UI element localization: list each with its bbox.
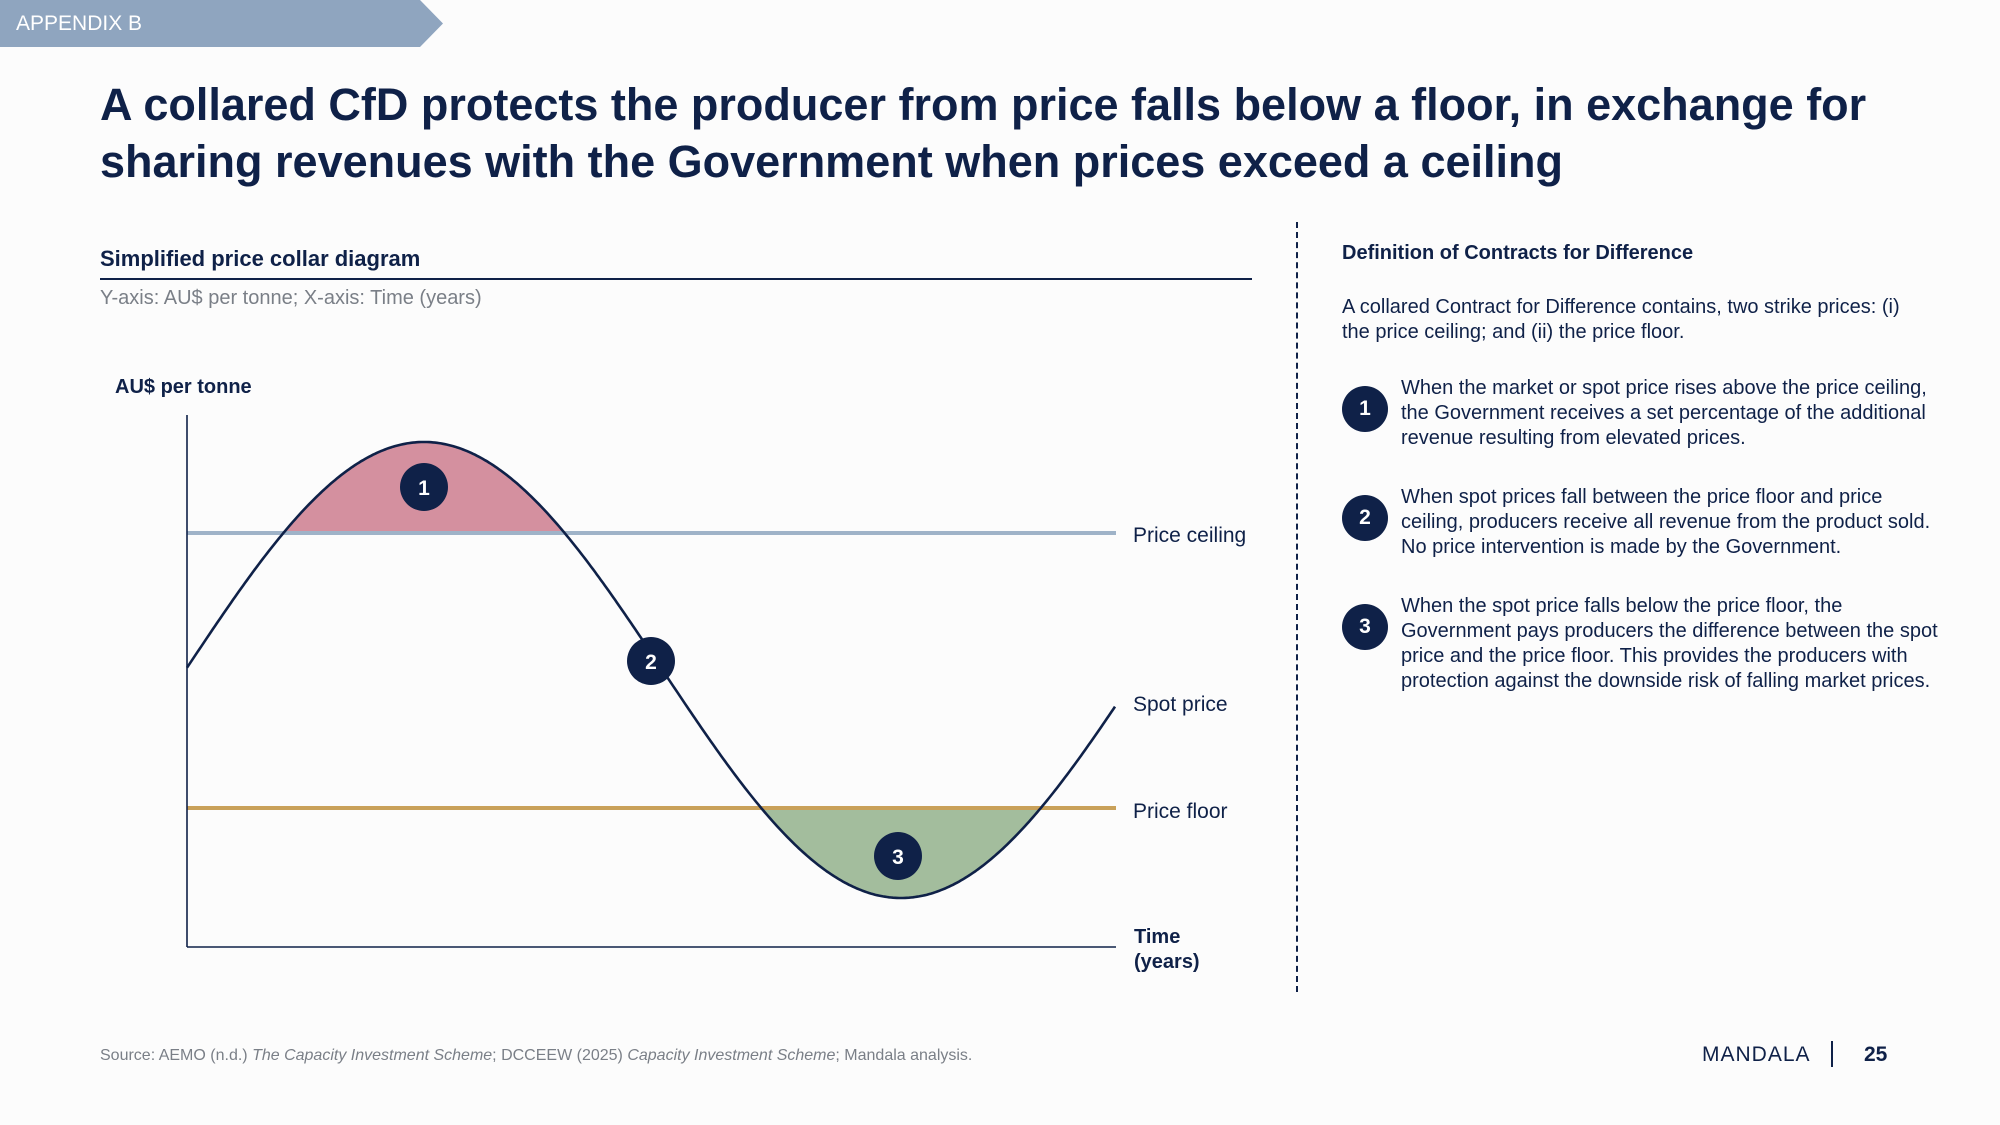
svg-text:2: 2 <box>645 651 657 674</box>
brand-logo: MANDALA <box>1702 1043 1811 1066</box>
appendix-tag: APPENDIX B <box>0 0 443 47</box>
price-floor-label: Price floor <box>1133 800 1228 823</box>
price-collar-diagram: AU$ per tonne Price ceiling Spot price P… <box>115 376 1246 973</box>
definition-title: Definition of Contracts for Difference <box>1342 242 1694 264</box>
svg-text:3: 3 <box>892 846 904 869</box>
source-note: Source: AEMO (n.d.) The Capacity Investm… <box>100 1047 973 1064</box>
definition-intro: A collared Contract for Difference conta… <box>1342 296 1900 343</box>
price-ceiling-label: Price ceiling <box>1133 524 1246 547</box>
below-floor-area <box>187 808 1116 898</box>
point-number-badge: 1 <box>1342 386 1388 432</box>
diagram-marker-1: 1 <box>400 463 448 511</box>
axis-note: Y-axis: AU$ per tonne; X-axis: Time (yea… <box>100 287 482 309</box>
diagram-marker-3: 3 <box>874 832 922 880</box>
diagram-section-title: Simplified price collar diagram <box>100 246 1252 280</box>
x-axis-label-line2: (years) <box>1134 951 1200 973</box>
spot-price-label: Spot price <box>1133 693 1228 716</box>
vertical-divider <box>1296 222 1298 992</box>
page-number: 25 <box>1864 1043 1888 1066</box>
diagram-marker-2: 2 <box>627 637 675 685</box>
point-number-badge: 2 <box>1342 495 1388 541</box>
point-text: When the spot price falls below the pric… <box>1401 595 1938 692</box>
page-title: A collared CfD protects the producer fro… <box>100 79 1867 187</box>
point-text: When spot prices fall between the price … <box>1401 486 1931 558</box>
footer-divider <box>1831 1041 1833 1067</box>
x-axis-label-line1: Time <box>1134 926 1180 948</box>
point-text: When the market or spot price rises abov… <box>1401 377 1927 449</box>
y-axis-label: AU$ per tonne <box>115 376 252 398</box>
point-number-badge: 3 <box>1342 604 1388 650</box>
svg-text:1: 1 <box>418 477 430 500</box>
